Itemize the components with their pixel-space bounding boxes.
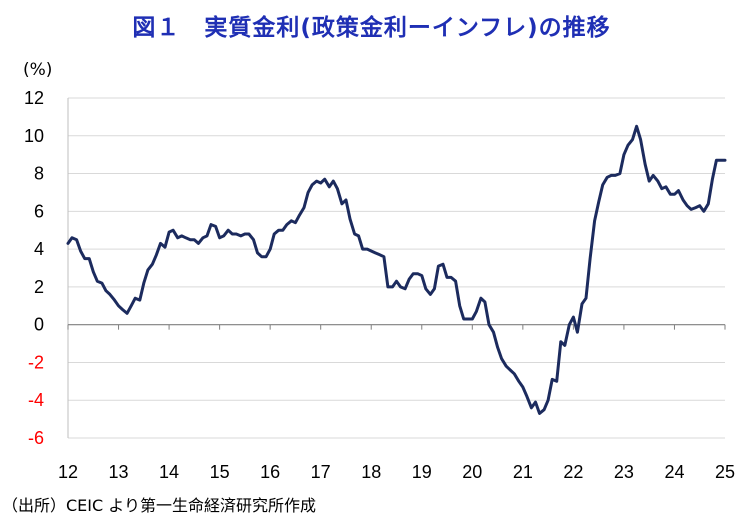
x-tick-label: 17	[311, 462, 331, 482]
y-tick-label: 10	[24, 126, 44, 146]
grid-lines	[68, 97, 725, 439]
x-tick-label: 20	[462, 462, 482, 482]
y-tick-label: 0	[34, 315, 44, 335]
x-tick-label: 21	[513, 462, 533, 482]
x-tick-label: 19	[412, 462, 432, 482]
series-line-real-interest-rate	[66, 124, 727, 415]
x-tick-label: 25	[715, 462, 735, 482]
y-axis-unit-label: (%)	[23, 60, 53, 80]
y-tick-label: 8	[34, 164, 44, 184]
x-tick-label: 16	[260, 462, 280, 482]
x-tick-label: 23	[614, 462, 634, 482]
chart-title: 図１ 実質金利(政策金利ーインフレ)の推移	[132, 15, 611, 41]
x-axis-ticks: 12 13 14 15 16 17 18 19 20 21 22 23 24 25	[58, 462, 735, 482]
y-tick-label: 6	[34, 201, 44, 221]
y-axis-ticks: 12 10 8 6 4 2 0 -2 -4 -6	[24, 88, 44, 448]
x-tick-label: 24	[664, 462, 684, 482]
x-tick-label: 18	[361, 462, 381, 482]
x-tick-label: 22	[563, 462, 583, 482]
y-tick-label: 12	[24, 88, 44, 108]
y-tick-label: -2	[28, 352, 44, 372]
x-tick-label: 15	[210, 462, 230, 482]
x-tick-label: 13	[109, 462, 129, 482]
y-tick-label: 4	[34, 239, 44, 259]
y-tick-label: -4	[28, 390, 44, 410]
x-tick-label: 12	[58, 462, 78, 482]
x-axis-tickmarks	[67, 324, 726, 330]
y-tick-label: 2	[34, 277, 44, 297]
source-note: （出所）CEIC より第一生命経済研究所作成	[2, 496, 316, 515]
y-tick-label: -6	[28, 428, 44, 448]
x-tick-label: 14	[159, 462, 179, 482]
